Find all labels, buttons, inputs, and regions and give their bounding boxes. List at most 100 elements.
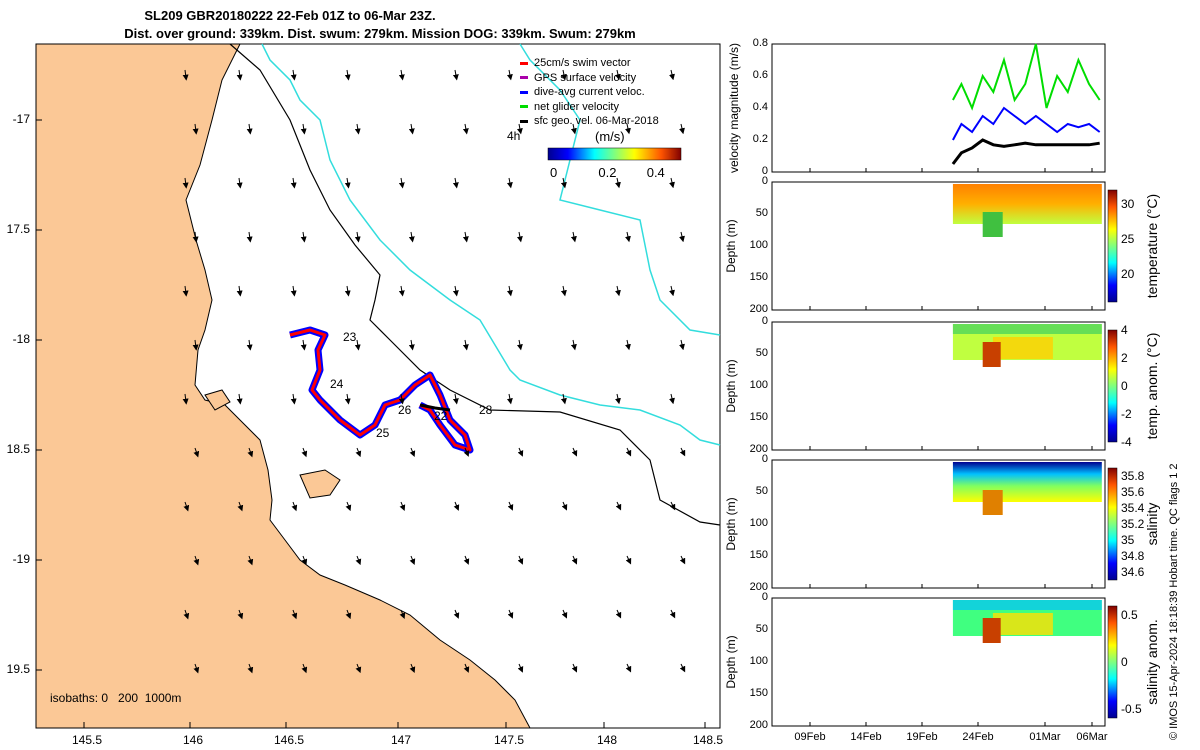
current-vector-arrow (462, 231, 469, 243)
colorbar-title: (m/s) (595, 129, 625, 144)
current-vector-arrow (625, 663, 632, 673)
current-vector-arrow (625, 231, 631, 243)
current-vector-arrow (237, 609, 244, 620)
current-vector-arrow (669, 393, 675, 405)
legend-entry: sfc geo. vel. 06-Mar-2018 (520, 114, 659, 129)
current-vector-arrow (506, 177, 513, 189)
colorbar-tick-label: 35 (1121, 533, 1135, 547)
current-vector-arrow (669, 501, 676, 511)
y-tick-label: 200 (749, 581, 768, 593)
y-tick-label: 200 (749, 303, 768, 315)
current-vector-arrow (452, 177, 459, 189)
legend-entry: 25cm/s swim vector (520, 56, 659, 71)
current-vector-arrow (453, 501, 460, 511)
current-vector-arrow (570, 231, 577, 243)
legend-entry: net glider velocity (520, 100, 659, 115)
current-vector-arrow (452, 69, 459, 81)
speed-colorbar (547, 147, 682, 161)
y-tick-label: 0 (761, 175, 768, 187)
chart-title-line2: Dist. over ground: 339km. Dist. swum: 27… (124, 26, 636, 41)
x-tick-label: 01Mar (1029, 731, 1061, 743)
current-vector-arrow (462, 339, 469, 351)
lat-tick-label: -19 (12, 552, 30, 566)
current-vector-arrow (398, 177, 405, 189)
current-vector-arrow (571, 663, 578, 673)
current-vector-arrow (344, 393, 351, 405)
current-vector-arrow (290, 393, 297, 405)
current-vector-arrow (182, 285, 189, 297)
current-vector-arrow (463, 663, 470, 673)
colorbar-tick-label: 34.8 (1121, 549, 1145, 563)
isobath-1000m-ne (519, 43, 721, 336)
y-axis-label: Depth (m) (724, 359, 738, 413)
current-vector-arrow (669, 177, 675, 189)
current-vector-arrow (516, 339, 523, 351)
current-vector-arrow (399, 501, 406, 512)
current-vector-arrow (408, 231, 415, 243)
current-vector-arrow (247, 663, 254, 674)
current-vector-arrow (236, 393, 243, 405)
current-vector-arrow (192, 339, 199, 351)
y-tick-label: 0 (761, 165, 768, 177)
current-vector-arrow (398, 69, 405, 81)
colorbar-tick-label: 2 (1121, 351, 1128, 365)
current-vector-arrow (290, 177, 297, 189)
y-tick-label: 50 (755, 347, 768, 359)
current-vector-arrow (615, 609, 622, 619)
current-vector-arrow (679, 447, 686, 457)
current-vector-arrow (615, 501, 622, 511)
day-label: 22 (434, 409, 448, 423)
day-label: 25 (376, 426, 390, 440)
legend-label: 25cm/s swim vector (534, 57, 631, 69)
current-vector-arrow (506, 285, 513, 297)
legend-swatch (520, 119, 528, 123)
legend-label: sfc geo. vel. 06-Mar-2018 (534, 115, 659, 127)
current-vector-arrow (354, 339, 361, 351)
current-vector-arrow (615, 285, 621, 297)
current-vector-arrow (517, 663, 524, 673)
current-vector-arrow (182, 393, 189, 405)
colorbar-tick-label: 34.6 (1121, 565, 1145, 579)
current-vector-arrow (300, 123, 307, 135)
legend-label: net glider velocity (534, 100, 619, 113)
colorbar-tick-label: -4 (1121, 435, 1132, 449)
y-tick-label: 50 (755, 623, 768, 635)
current-vector-arrow (192, 123, 199, 135)
lon-tick-label: 148 (596, 733, 618, 747)
current-vector-arrow (399, 609, 406, 620)
current-vector-arrow (625, 555, 632, 565)
y-tick-label: 0.2 (752, 133, 768, 145)
colorbar-tick-label: 35.8 (1121, 469, 1145, 483)
y-tick-label: 0.4 (752, 101, 768, 113)
current-vector-arrow (354, 123, 361, 135)
current-vector-arrow (237, 501, 244, 512)
current-vector-arrow (507, 609, 514, 619)
current-vector-arrow (561, 501, 568, 511)
current-vector-arrow (408, 123, 415, 135)
y-tick-label: 150 (749, 687, 768, 699)
colorbar-tick-label: 4 (1121, 323, 1128, 337)
current-vector-arrow (247, 447, 254, 458)
colorbar-tick-label: 20 (1121, 267, 1135, 281)
current-vector-arrow (560, 69, 567, 81)
current-vector-arrow (193, 663, 200, 674)
current-vector-arrow (408, 339, 415, 351)
x-tick-label: 19Feb (906, 731, 938, 743)
colorbar-tick-label: 0.2 (598, 165, 617, 180)
day-label: 24 (330, 377, 344, 391)
y-tick-label: 100 (749, 517, 768, 529)
current-vector-arrow (183, 609, 190, 620)
current-vector-arrow (570, 123, 577, 135)
current-vector-arrow (452, 285, 459, 297)
current-vector-arrow (571, 447, 578, 457)
current-vector-arrow (517, 555, 524, 565)
current-vector-arrow (301, 447, 308, 458)
colorbar-label: temp. anom. (°C) (1144, 332, 1160, 440)
y-tick-label: 100 (749, 379, 768, 391)
current-vector-arrow (409, 663, 416, 674)
current-vector-arrow (300, 231, 307, 243)
y-tick-label: 150 (749, 549, 768, 561)
current-vector-arrow (679, 663, 686, 673)
colorbar-tick-label: -2 (1121, 407, 1132, 421)
y-tick-label: 150 (749, 411, 768, 423)
